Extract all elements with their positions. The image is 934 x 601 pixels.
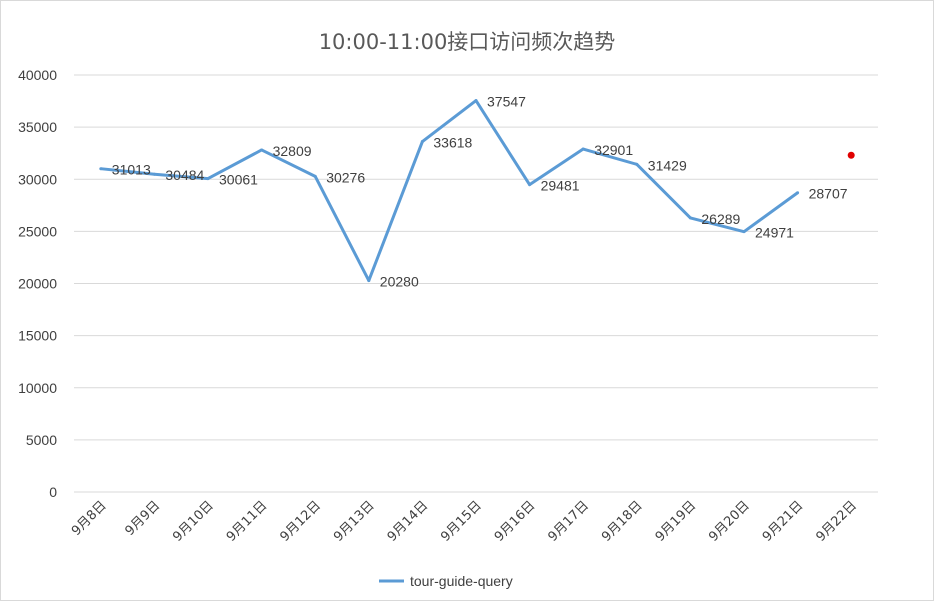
chart-title: 10:00-11:00接口访问频次趋势 — [319, 30, 616, 54]
data-point — [313, 174, 317, 178]
legend: tour-guide-query — [379, 573, 513, 589]
x-tick-label: 9月18日 — [599, 498, 646, 545]
legend-label-tour-guide-query: tour-guide-query — [410, 573, 513, 589]
data-label: 30484 — [165, 167, 204, 183]
y-tick-label: 25000 — [18, 223, 57, 239]
annotation-marker — [847, 151, 855, 159]
data-label: 30061 — [219, 172, 258, 188]
data-label: 24971 — [755, 225, 794, 241]
data-point — [260, 148, 264, 152]
x-tick-label: 9月11日 — [224, 498, 271, 545]
data-point — [796, 191, 800, 195]
x-tick-label: 9月22日 — [813, 498, 860, 545]
x-tick-label: 9月16日 — [492, 498, 539, 545]
y-tick-label: 15000 — [18, 328, 57, 344]
x-tick-label: 9月19日 — [653, 498, 700, 545]
data-point — [99, 167, 103, 171]
data-label: 30276 — [326, 169, 365, 185]
data-label: 32901 — [594, 142, 633, 158]
x-tick-label: 9月10日 — [170, 498, 217, 545]
data-point — [581, 147, 585, 151]
data-label: 20280 — [380, 274, 419, 290]
data-labels: 31013 30484 30061 32809 30276 20280 33618 37547… — [112, 94, 848, 290]
data-point — [742, 230, 746, 234]
data-point — [635, 162, 639, 166]
x-tick-label: 9月13日 — [331, 498, 378, 545]
x-tick-label: 9月14日 — [385, 498, 432, 545]
x-tick-label: 9月21日 — [760, 498, 807, 545]
x-tick-label: 9月15日 — [438, 498, 485, 545]
data-point — [420, 140, 424, 144]
x-tick-label: 9月17日 — [545, 498, 592, 545]
y-tick-label: 20000 — [18, 276, 57, 292]
x-tick-label: 9月12日 — [277, 498, 324, 545]
data-label: 28707 — [809, 186, 848, 202]
y-tick-label: 30000 — [18, 171, 57, 187]
x-tick-label: 9月8日 — [69, 498, 110, 539]
y-tick-label: 0 — [49, 484, 57, 500]
y-tick-label: 35000 — [18, 119, 57, 135]
y-tick-label: 10000 — [18, 380, 57, 396]
data-label: 26289 — [701, 211, 740, 227]
y-tick-label: 5000 — [26, 432, 57, 448]
y-axis-ticks: 0 5000 10000 15000 20000 25000 30000 35000 40000 — [18, 67, 57, 500]
series-line-tour-guide-query — [100, 99, 799, 283]
data-label: 33618 — [433, 135, 472, 151]
y-tick-label: 40000 — [18, 67, 57, 83]
data-point — [688, 216, 692, 220]
data-label: 32809 — [273, 143, 312, 159]
series-layer — [99, 99, 855, 283]
data-point — [528, 183, 532, 187]
data-label: 31429 — [648, 157, 687, 173]
data-point — [206, 177, 210, 181]
x-tick-label: 9月20日 — [706, 498, 753, 545]
data-point — [474, 99, 478, 103]
gridlines — [74, 74, 878, 493]
data-point — [152, 172, 156, 176]
x-axis-ticks: 9月8日 9月9日 9月10日 9月11日 9月12日 9月13日 9月14日 9月15日 9月… — [69, 498, 860, 545]
data-label: 29481 — [541, 178, 580, 194]
x-tick-label: 9月9日 — [123, 498, 164, 539]
data-point — [367, 279, 371, 283]
data-label: 31013 — [112, 162, 151, 178]
data-label: 37547 — [487, 94, 526, 110]
